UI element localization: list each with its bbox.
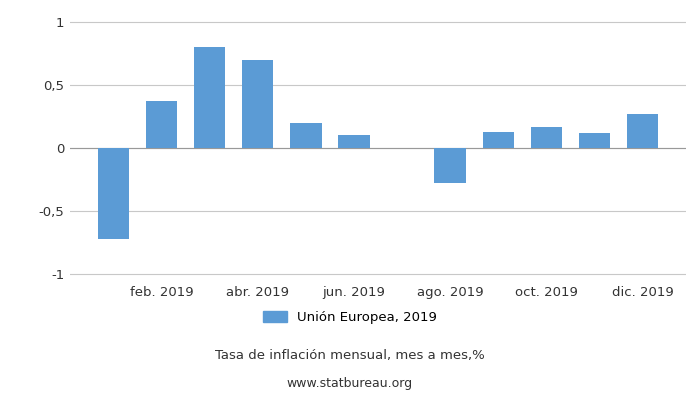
- Bar: [435, 148, 466, 183]
- Bar: [626, 114, 658, 148]
- Bar: [194, 48, 225, 148]
- Bar: [482, 132, 514, 148]
- Bar: [579, 133, 610, 148]
- Bar: [98, 148, 130, 238]
- Bar: [290, 123, 321, 148]
- Legend: Unión Europea, 2019: Unión Europea, 2019: [263, 310, 437, 324]
- Bar: [531, 127, 562, 148]
- Text: www.statbureau.org: www.statbureau.org: [287, 378, 413, 390]
- Bar: [146, 102, 177, 148]
- Text: Tasa de inflación mensual, mes a mes,%: Tasa de inflación mensual, mes a mes,%: [215, 350, 485, 362]
- Bar: [242, 60, 274, 148]
- Bar: [338, 136, 370, 148]
